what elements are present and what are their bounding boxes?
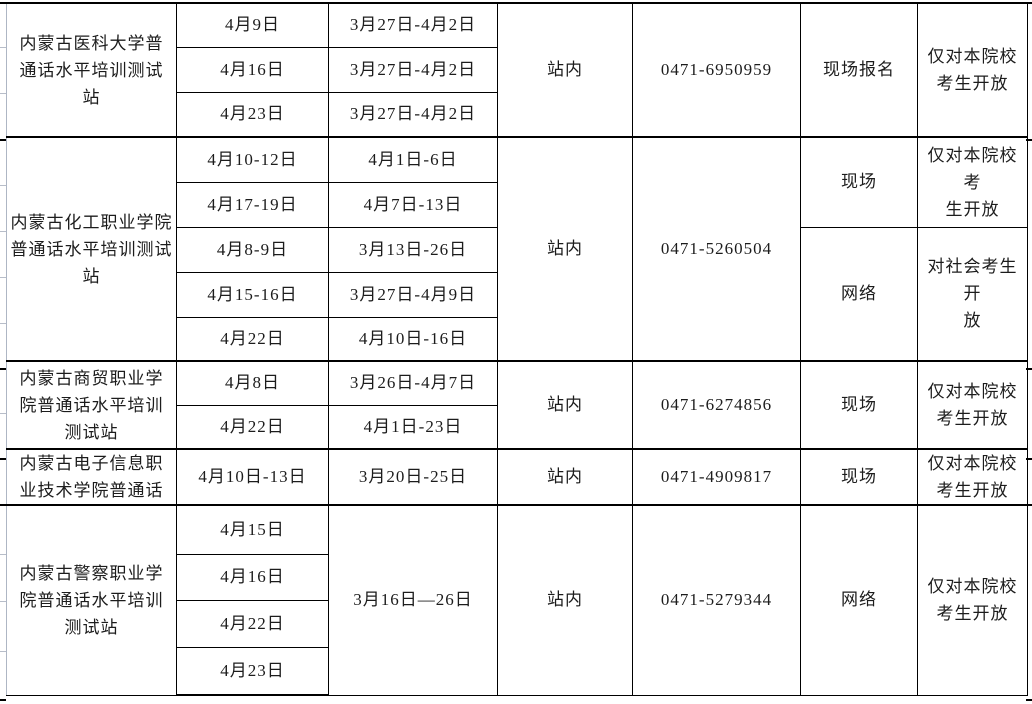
phone-number-cell: 0471-4909817	[632, 448, 801, 506]
gridline-stub	[0, 601, 6, 602]
gridline-stub	[0, 185, 6, 186]
test-location-cell: 站内	[497, 2, 633, 138]
table-border-line	[0, 699, 6, 701]
registration-period-cell: 3月20日-25日	[328, 448, 498, 506]
phone-number-cell: 0471-5260504	[632, 136, 801, 362]
table-border-line	[0, 368, 6, 370]
registration-period-cell: 3月27日-4月2日	[328, 2, 498, 48]
test-location-cell: 站内	[497, 448, 633, 506]
station-name-cell: 内蒙古警察职业学 院普通话水平培训 测试站	[6, 504, 177, 696]
phone-number-cell: 0471-6274856	[632, 360, 801, 450]
registration-method-cell: 现场	[800, 136, 918, 228]
table-row: 4月23日 3月27日-4月2日	[7, 91, 1028, 138]
test-date-cell: 4月23日	[176, 91, 329, 138]
table-row: 4月22日	[7, 599, 1028, 648]
test-location-cell: 站内	[497, 136, 633, 362]
gridline-stub	[0, 651, 6, 652]
test-date-cell: 4月9日	[176, 2, 329, 48]
gridline-stub	[0, 413, 6, 414]
registration-period-cell: 3月27日-4月9日	[328, 271, 498, 318]
gridline-stub	[0, 231, 6, 232]
table-row: 内蒙古化工职业学院 普通话水平培训测试 站 4月10-12日 4月1日-6日 站…	[6, 136, 1028, 362]
table-border-line	[1026, 2, 1032, 4]
eligibility-cell: 仅对本院校 考生开放	[917, 2, 1028, 138]
table-row: 4月16日	[7, 553, 1028, 601]
registration-method-cell: 网络	[800, 226, 918, 362]
eligibility-cell: 仅对本院校 考生开放	[917, 448, 1028, 506]
table-row: 4月23日	[7, 646, 1028, 696]
registration-period-cell: 4月7日-13日	[328, 181, 498, 228]
table-row: 内蒙古商贸职业学 院普通话水平培训 测试站 4月8日 3月26日-4月7日 站内…	[6, 360, 1028, 450]
eligibility-cell: 仅对本院校考 生开放	[917, 136, 1028, 228]
gridline-stub	[0, 47, 6, 48]
table-row: 内蒙古医科大学普 通话水平培训测试 站 4月9日 3月27日-4月2日 站内 0…	[6, 2, 1028, 138]
test-date-cell: 4月15-16日	[176, 271, 329, 318]
eligibility-cell: 对社会考生开 放	[917, 226, 1028, 362]
table-row: 4月17-19日 4月7日-13日	[7, 181, 1028, 228]
registration-method-cell: 网络	[800, 504, 918, 696]
registration-period-cell: 4月1日-6日	[328, 136, 498, 183]
table-border-line	[1026, 368, 1032, 370]
gridline-stub	[0, 323, 6, 324]
table-border-line	[1026, 699, 1032, 701]
test-date-cell: 4月22日	[176, 599, 329, 648]
table-border-line	[0, 458, 6, 460]
registration-period-cell: 4月10日-16日	[328, 316, 498, 362]
test-date-cell: 4月16日	[176, 553, 329, 601]
table-border-line	[1026, 139, 1032, 141]
test-date-cell: 4月17-19日	[176, 181, 329, 228]
test-date-cell: 4月10-12日	[176, 136, 329, 183]
test-location-cell: 站内	[497, 504, 633, 696]
registration-method-cell: 现场	[800, 360, 918, 450]
table-border-line	[1026, 504, 1032, 506]
registration-period-cell: 3月27日-4月2日	[328, 46, 498, 93]
table-border-line	[0, 139, 6, 141]
gridline-stub	[0, 554, 6, 555]
table-border-line	[0, 2, 6, 4]
table-border-line	[1026, 458, 1032, 460]
table-border-line	[0, 504, 6, 506]
station-name-cell: 内蒙古电子信息职 业技术学院普通话	[6, 448, 177, 506]
table-row: 4月22日 4月10日-16日	[7, 316, 1028, 362]
eligibility-cell: 仅对本院校 考生开放	[917, 504, 1028, 696]
test-location-cell: 站内	[497, 360, 633, 450]
test-date-cell: 4月16日	[176, 46, 329, 93]
station-name-cell: 内蒙古化工职业学院 普通话水平培训测试 站	[6, 136, 177, 362]
test-date-cell: 4月8-9日	[176, 226, 329, 273]
station-name-cell: 内蒙古商贸职业学 院普通话水平培训 测试站	[6, 360, 177, 450]
test-date-cell: 4月23日	[176, 646, 329, 696]
test-date-cell: 4月10日-13日	[176, 448, 329, 506]
phone-number-cell: 0471-5279344	[632, 504, 801, 696]
eligibility-cell: 仅对本院校 考生开放	[917, 360, 1028, 450]
table-row: 内蒙古警察职业学 院普通话水平培训 测试站 4月15日 3月16日—26日 站内…	[6, 504, 1028, 696]
test-date-cell: 4月8日	[176, 360, 329, 406]
registration-period-cell: 4月1日-23日	[328, 404, 498, 450]
registration-method-cell: 现场报名	[800, 2, 918, 138]
registration-period-cell: 3月13日-26日	[328, 226, 498, 273]
test-schedule-table: 内蒙古医科大学普 通话水平培训测试 站 4月9日 3月27日-4月2日 站内 0…	[6, 2, 1028, 696]
phone-number-cell: 0471-6950959	[632, 2, 801, 138]
station-name-cell: 内蒙古医科大学普 通话水平培训测试 站	[6, 2, 177, 138]
registration-period-cell: 3月27日-4月2日	[328, 91, 498, 138]
registration-period-cell: 3月26日-4月7日	[328, 360, 498, 406]
test-date-cell: 4月22日	[176, 404, 329, 450]
test-date-cell: 4月22日	[176, 316, 329, 362]
registration-period-cell: 3月16日—26日	[328, 504, 498, 696]
registration-method-cell: 现场	[800, 448, 918, 506]
gridline-stub	[0, 93, 6, 94]
table-row: 内蒙古电子信息职 业技术学院普通话 4月10日-13日 3月20日-25日 站内…	[6, 448, 1028, 506]
test-date-cell: 4月15日	[176, 504, 329, 555]
gridline-stub	[0, 277, 6, 278]
table-row: 4月8-9日 3月13日-26日 网络 对社会考生开 放	[7, 226, 1028, 362]
